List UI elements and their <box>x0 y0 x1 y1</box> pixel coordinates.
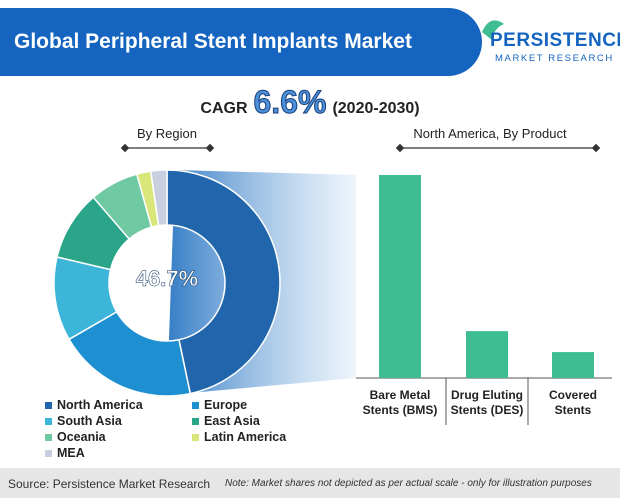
legend-label: East Asia <box>204 414 260 428</box>
title-banner <box>0 8 482 76</box>
bar <box>379 175 421 378</box>
bars <box>379 175 594 378</box>
bracket-end <box>591 143 601 153</box>
note: Note: Market shares not depicted as per … <box>225 478 592 489</box>
logo-name: PERSISTENCE <box>490 30 620 51</box>
legend-swatch <box>45 418 52 425</box>
legend-label: Europe <box>204 398 248 412</box>
bar <box>466 331 508 378</box>
cagr-label: CAGR <box>200 100 248 117</box>
x-tick-label: Drug Eluting Stents (DES) <box>450 388 524 417</box>
donut-slice <box>67 310 192 397</box>
source: Source: Persistence Market Research <box>8 477 211 491</box>
center-label: 46.7% <box>135 266 199 292</box>
subtitle: By Region <box>137 126 197 141</box>
legend-label: Latin America <box>204 430 287 444</box>
bracket-end <box>120 143 130 153</box>
bracket-end <box>395 143 405 153</box>
bar <box>552 352 594 378</box>
cagr-value: 6.6% <box>253 84 327 121</box>
x-tick-label: Covered Stents <box>548 388 598 417</box>
legend-label: Oceania <box>57 430 106 444</box>
legend-swatch <box>192 402 199 409</box>
legend-label: North America <box>57 398 143 412</box>
legend-label: MEA <box>57 446 85 460</box>
donut-slice <box>166 169 281 395</box>
legend-swatch <box>45 402 52 409</box>
x-tick-label: Bare Metal Stents (BMS) <box>362 388 438 417</box>
legend-swatch <box>192 418 199 425</box>
footer <box>0 468 620 498</box>
legend-label: South Asia <box>57 414 122 428</box>
bracket-end <box>205 143 215 153</box>
legend-swatch <box>45 450 52 457</box>
donut <box>53 169 281 397</box>
cagr-period: (2020-2030) <box>332 100 420 117</box>
logo-icon <box>482 20 504 40</box>
donut-slice <box>149 169 168 227</box>
legend-swatch <box>45 434 52 441</box>
legend-swatch <box>192 434 199 441</box>
cagr: CAGR 6.6% (2020-2030) <box>0 84 620 121</box>
subtitle: North America, By Product <box>413 126 567 141</box>
title: Global Peripheral Stent Implants Market <box>14 30 412 53</box>
logo-sub: MARKET RESEARCH <box>495 53 614 64</box>
